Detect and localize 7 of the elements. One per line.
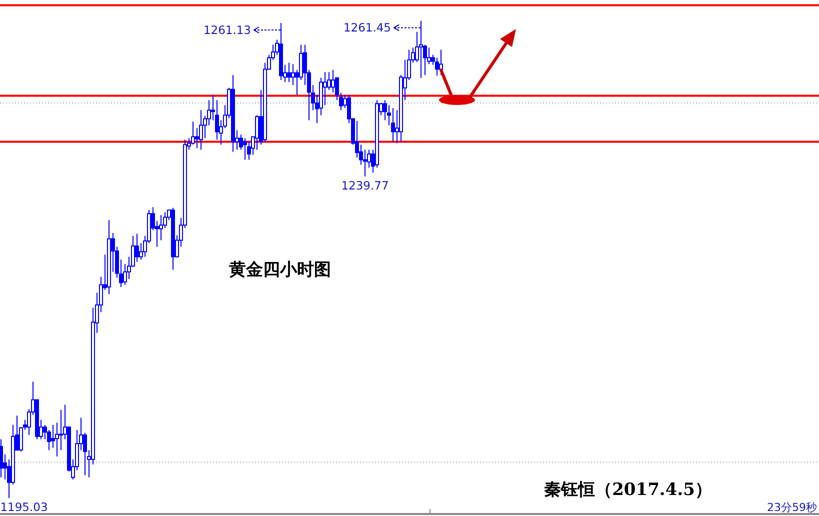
text: 1195.03 bbox=[0, 500, 48, 514]
annotation: 1239.77 bbox=[341, 178, 389, 192]
annotation: 1261.13 bbox=[203, 23, 251, 37]
text: 秦钰恒（2017.4.5） bbox=[544, 480, 712, 500]
text: 23分59秒 bbox=[767, 501, 817, 514]
text: 黄金四小时图 bbox=[228, 260, 331, 280]
annotation: 1261.45 bbox=[343, 20, 391, 35]
